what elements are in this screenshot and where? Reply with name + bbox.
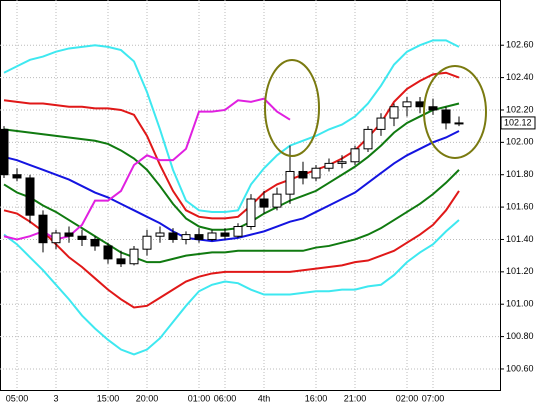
band-lines [3, 39, 460, 356]
band-line [3, 130, 460, 243]
x-tick-label: 07:00 [422, 393, 445, 403]
candle-body [272, 193, 282, 208]
y-tick-label: 100.60 [506, 363, 534, 373]
candle-body [90, 238, 100, 247]
last-price-box [500, 116, 536, 130]
x-tick-label: 15:00 [97, 393, 120, 403]
band-line [3, 39, 460, 213]
x-tick-label: 16:00 [305, 393, 328, 403]
candle-body [220, 232, 230, 237]
candle-body [324, 162, 334, 169]
candles [0, 97, 464, 267]
candle-body [402, 101, 412, 108]
candle-body [12, 174, 22, 179]
x-tick-label: 05:00 [6, 393, 29, 403]
candle-body [25, 177, 35, 216]
candle-body [155, 232, 165, 237]
y-tick-label: 102.20 [506, 104, 534, 114]
x-tick-label: 3 [53, 393, 58, 403]
y-tick-label: 101.20 [506, 266, 534, 276]
x-tick-label: 20:00 [136, 393, 159, 403]
candle-body [415, 101, 425, 108]
candle-body [194, 234, 204, 240]
last-price-label: 102.12 [504, 117, 532, 127]
y-tick-label: 101.00 [506, 299, 534, 309]
highlight-ellipse [264, 59, 320, 157]
candle-body [51, 232, 61, 244]
candle-body [142, 235, 152, 250]
candle-body [0, 128, 9, 176]
y-tick-label: 102.40 [506, 72, 534, 82]
x-tick-label: 01:00 [188, 393, 211, 403]
candle-body [259, 198, 269, 208]
x-tick-label: 02:00 [396, 393, 419, 403]
candle-body [376, 117, 386, 130]
candle-body [181, 234, 191, 240]
y-tick-label: 102.00 [506, 137, 534, 147]
candle-body [246, 198, 256, 228]
band-line [3, 219, 460, 356]
candle-body [129, 248, 139, 265]
candle-body [298, 170, 308, 179]
candle-body [337, 161, 347, 164]
x-tick-label: 06:00 [214, 393, 237, 403]
axis: 100.60 100.80 101.00 101.20 101.40 101.60 101.… [6, 40, 536, 403]
highlight-ellipse [423, 65, 487, 159]
x-tick-label: 4th [258, 393, 271, 403]
candle-body [168, 232, 178, 240]
y-tick-label: 101.60 [506, 201, 534, 211]
y-tick-label: 100.80 [506, 331, 534, 341]
candle-body [207, 232, 217, 240]
y-tick-label: 101.80 [506, 169, 534, 179]
candle-body [428, 106, 438, 111]
x-tick-label: 21:00 [344, 393, 367, 403]
band-line [3, 102, 460, 231]
candle-body [64, 232, 74, 237]
candle-body [77, 235, 87, 240]
y-tick-label: 101.40 [506, 234, 534, 244]
candle-body [441, 109, 451, 124]
candle-body [103, 245, 113, 260]
candle-body [116, 258, 126, 265]
candle-body [233, 226, 243, 237]
candle-body [350, 148, 360, 163]
candle-body [363, 128, 373, 150]
candle-body [285, 170, 295, 195]
candle-body [311, 167, 321, 179]
candle-body [38, 214, 48, 244]
candle-body [389, 106, 399, 119]
y-tick-label: 102.60 [506, 40, 534, 50]
candle-body [454, 122, 464, 125]
band-line [3, 190, 460, 309]
